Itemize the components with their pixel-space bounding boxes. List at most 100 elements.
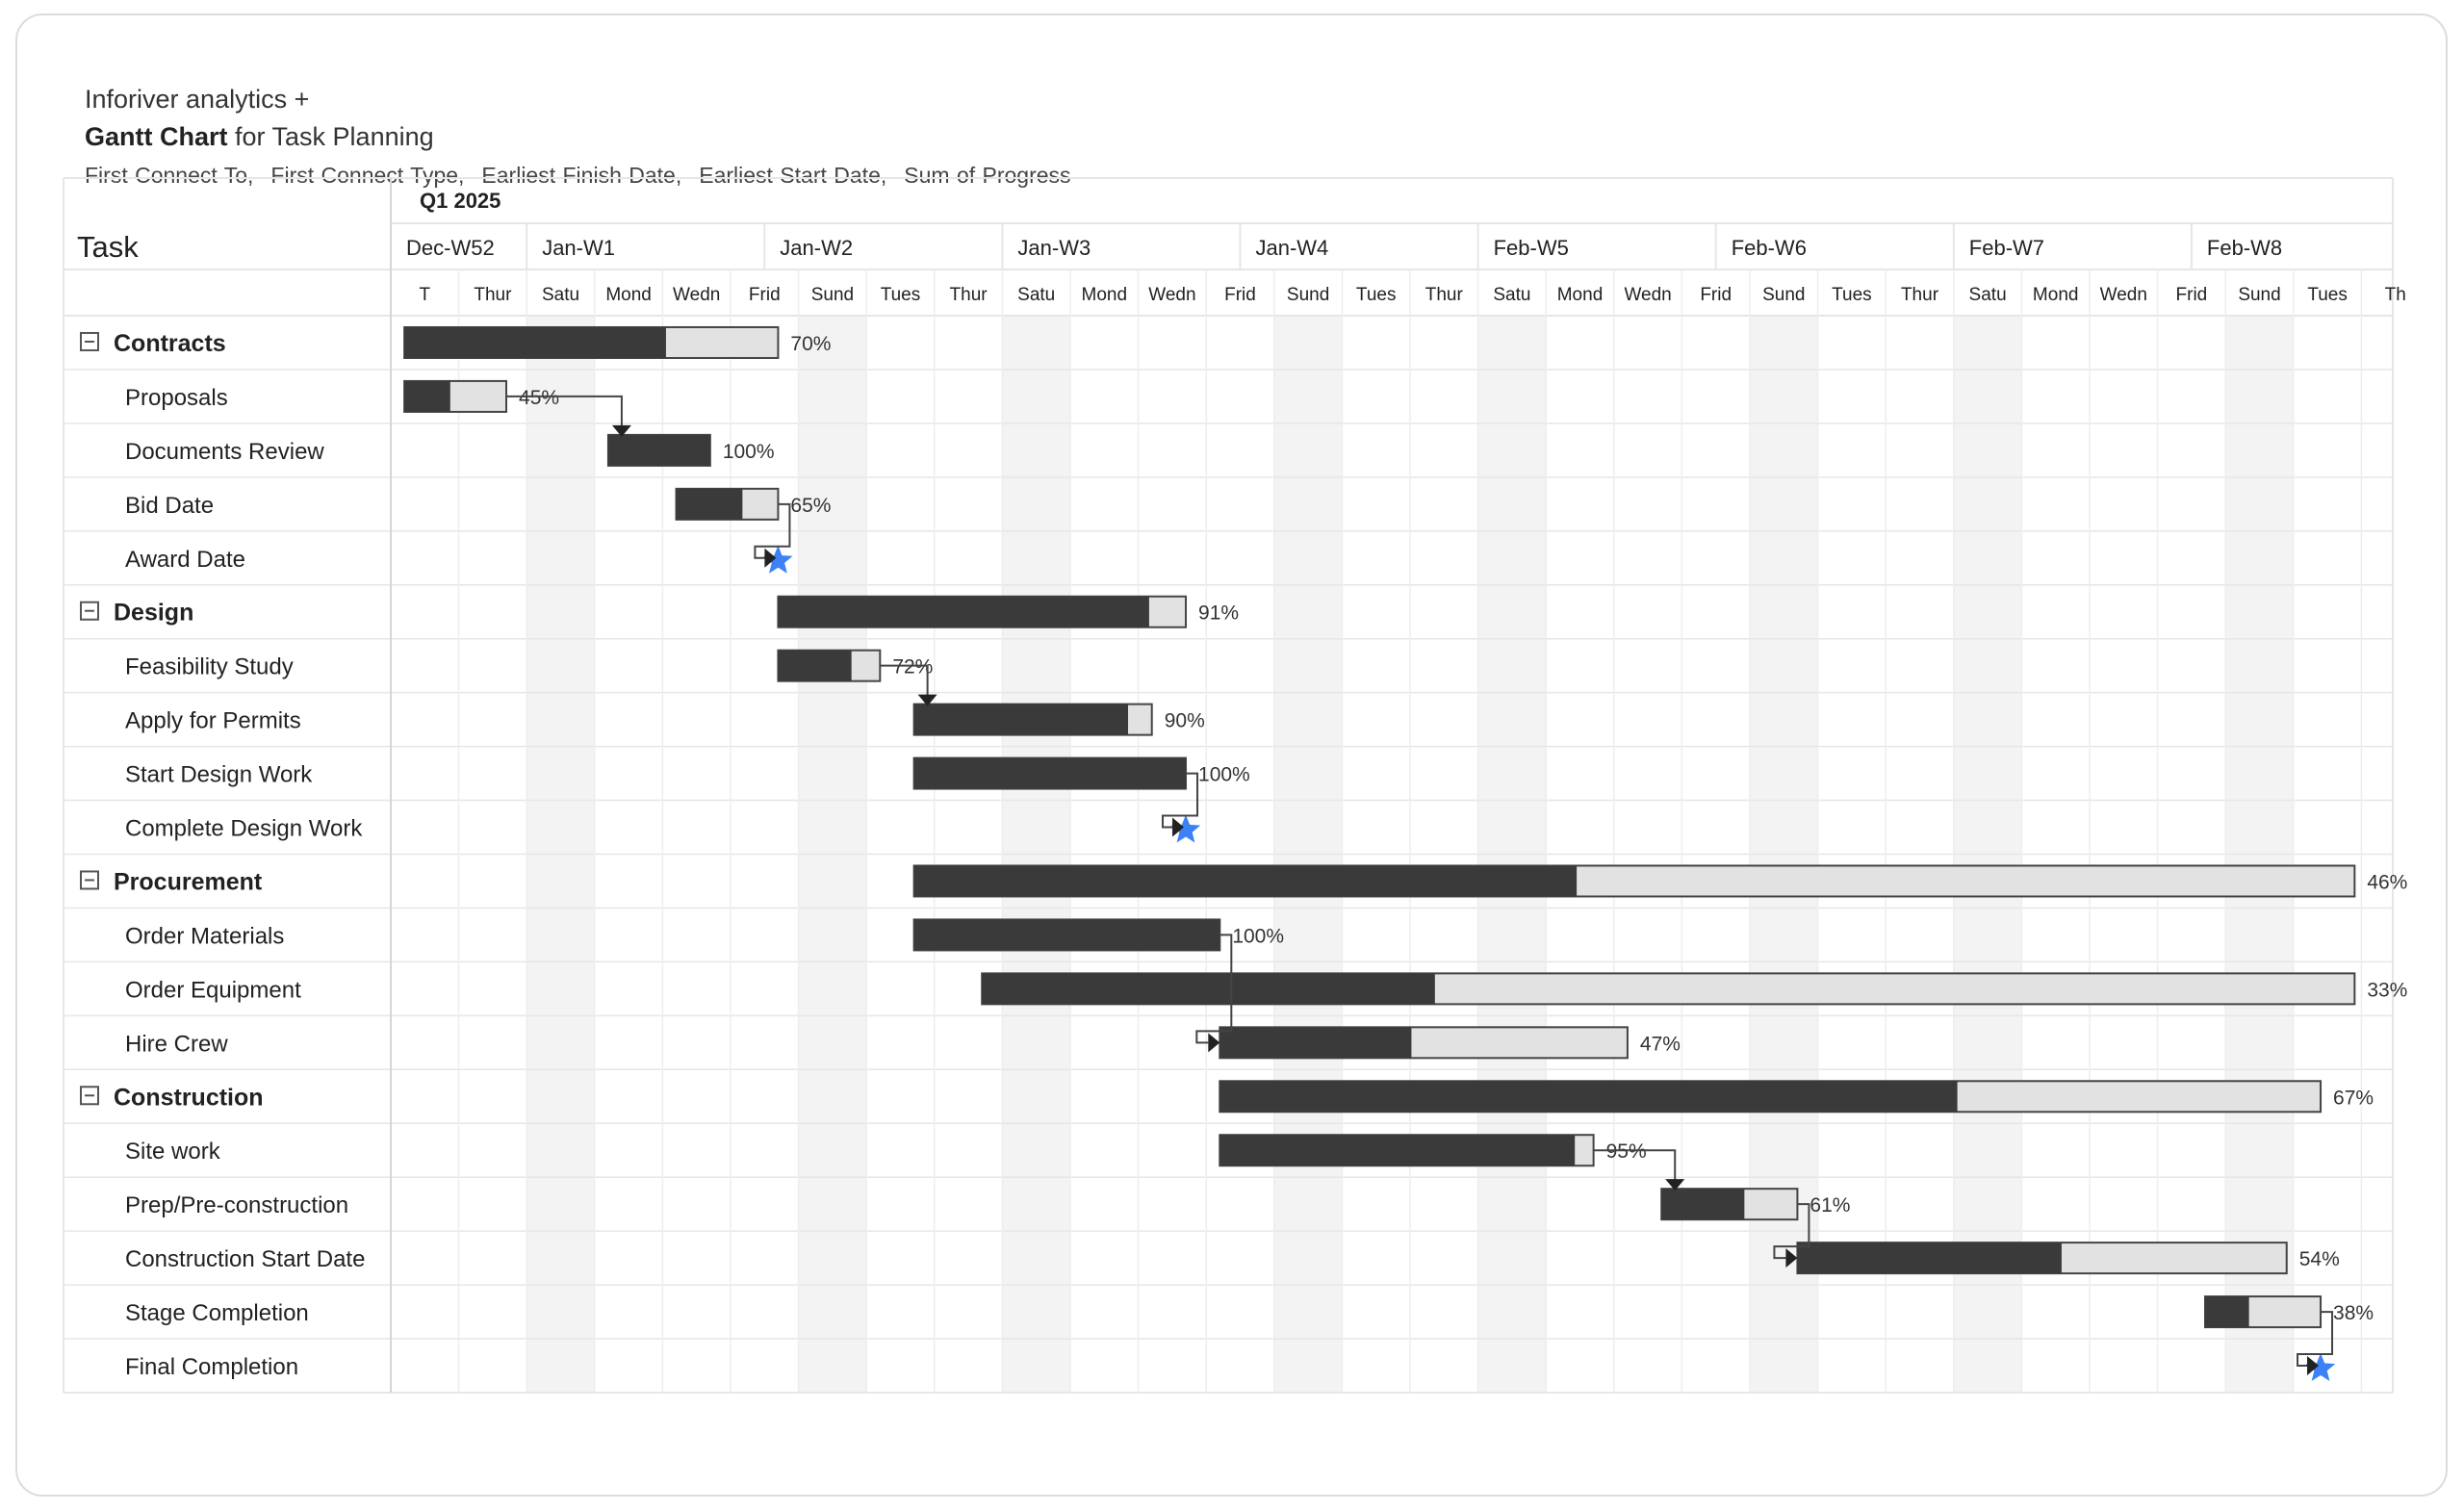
task-name: Prep/Pre-construction	[125, 1192, 348, 1218]
day-label: Frid	[2176, 285, 2208, 305]
task-name: Construction Start Date	[125, 1246, 365, 1272]
day-label: Tues	[1356, 285, 1397, 305]
week-label: Jan-W4	[1256, 236, 1329, 260]
field-list: First Connect To, First Connect Type, Earl…	[85, 163, 1089, 189]
week-label: Feb-W7	[1969, 236, 2044, 260]
task-bar-progress	[676, 488, 743, 520]
task-bar-progress	[1661, 1189, 1745, 1220]
week-label: Feb-W6	[1732, 236, 1807, 260]
task-bar-progress	[913, 865, 1578, 897]
task-bar-progress	[2205, 1296, 2249, 1328]
day-label: Wedn	[1148, 285, 1195, 305]
task-bar-progress	[1219, 1135, 1576, 1166]
dependency-arrow-icon	[2307, 1356, 2320, 1376]
week-label: Jan-W2	[780, 236, 853, 260]
task-bar-progress	[982, 973, 1435, 1005]
dependency-arrow-icon	[917, 694, 937, 706]
day-label: T	[419, 285, 430, 305]
progress-label: 47%	[1640, 1033, 1681, 1055]
progress-label: 100%	[1198, 764, 1250, 786]
dependency-link	[754, 502, 791, 559]
progress-label: 67%	[2333, 1087, 2374, 1109]
dependency-arrow-icon	[611, 424, 631, 437]
day-label: Mond	[605, 285, 652, 305]
day-label: Sund	[1287, 285, 1329, 305]
task-name: Proposals	[125, 385, 228, 411]
chart-title-bold: Gantt Chart	[85, 122, 228, 151]
dependency-link	[2297, 1311, 2334, 1368]
dependency-arrow-icon	[1665, 1179, 1685, 1191]
group-name: Construction	[114, 1084, 264, 1111]
dependency-arrow-icon	[764, 548, 777, 568]
task-name: Hire Crew	[125, 1031, 228, 1057]
day-label: Tues	[1832, 285, 1872, 305]
day-label: Wedn	[2100, 285, 2147, 305]
progress-label: 38%	[2333, 1302, 2374, 1324]
task-bar-progress	[1797, 1242, 2062, 1274]
day-label: Frid	[1224, 285, 1256, 305]
day-label: Mond	[2033, 285, 2079, 305]
progress-label: 65%	[790, 495, 831, 517]
week-label: Jan-W1	[542, 236, 615, 260]
milestone-star-icon[interactable]	[763, 545, 793, 574]
progress-label: 33%	[2367, 979, 2407, 1001]
dependency-link	[1773, 1203, 1810, 1260]
progress-label: 90%	[1165, 710, 1205, 732]
field-first-connect-to: First Connect To,	[85, 163, 254, 188]
task-column-header: Task	[77, 230, 139, 264]
chart-title: Gantt Chart for Task Planning	[85, 122, 434, 152]
task-bar-progress	[607, 434, 710, 466]
task-name: Site work	[125, 1139, 221, 1165]
quarter-label: Q1 2025	[420, 189, 500, 213]
dependency-arrow-icon	[1785, 1248, 1798, 1268]
field-sum-of-progress: Sum of Progress	[904, 163, 1071, 188]
dependency-link	[1162, 772, 1199, 829]
day-label: Frid	[1700, 285, 1732, 305]
dependency-link	[1593, 1149, 1677, 1182]
day-label: Satu	[1969, 285, 2007, 305]
progress-label: 91%	[1198, 602, 1239, 625]
day-label: Sund	[1762, 285, 1805, 305]
dependency-link	[506, 395, 623, 427]
day-label: Frid	[749, 285, 781, 305]
progress-label: 100%	[723, 441, 775, 463]
day-label: Sund	[2238, 285, 2280, 305]
week-label: Feb-W5	[1494, 236, 1569, 260]
progress-label: 54%	[2299, 1248, 2340, 1270]
week-label: Dec-W52	[406, 236, 495, 260]
group-name: Procurement	[114, 868, 263, 895]
field-first-connect-type: First Connect Type,	[270, 163, 465, 188]
day-label: Thur	[1901, 285, 1939, 305]
day-label: Th	[2385, 285, 2406, 305]
task-name: Bid Date	[125, 493, 214, 519]
task-bar-progress	[913, 757, 1187, 789]
progress-label: 46%	[2367, 871, 2407, 893]
app-title: Inforiver analytics +	[85, 85, 310, 114]
progress-label: 70%	[790, 333, 831, 355]
task-name: Documents Review	[125, 439, 324, 465]
task-name: Final Completion	[125, 1354, 298, 1380]
task-name: Apply for Permits	[125, 708, 301, 734]
day-label: Tues	[2307, 285, 2348, 305]
day-label: Tues	[881, 285, 921, 305]
day-label: Satu	[1493, 285, 1530, 305]
week-label: Feb-W8	[2207, 236, 2282, 260]
day-label: Thur	[1425, 285, 1464, 305]
task-name: Complete Design Work	[125, 816, 363, 842]
group-name: Contracts	[114, 330, 226, 357]
progress-label: 61%	[1810, 1194, 1850, 1216]
milestone-star-icon[interactable]	[2305, 1353, 2336, 1381]
field-earliest-finish-date: Earliest Finish Date,	[481, 163, 682, 188]
task-name: Start Design Work	[125, 762, 313, 788]
progress-label: 95%	[1606, 1140, 1647, 1163]
task-name: Feasibility Study	[125, 654, 294, 680]
day-label: Thur	[474, 285, 512, 305]
report-card: Inforiver analytics + Gantt Chart for Ta…	[15, 13, 2448, 1497]
task-name: Stage Completion	[125, 1300, 309, 1326]
task-bar-progress	[1219, 1081, 1958, 1113]
task-name: Order Equipment	[125, 977, 301, 1003]
task-bar-progress	[404, 326, 666, 358]
week-label: Jan-W3	[1017, 236, 1091, 260]
milestone-star-icon[interactable]	[1170, 814, 1201, 843]
